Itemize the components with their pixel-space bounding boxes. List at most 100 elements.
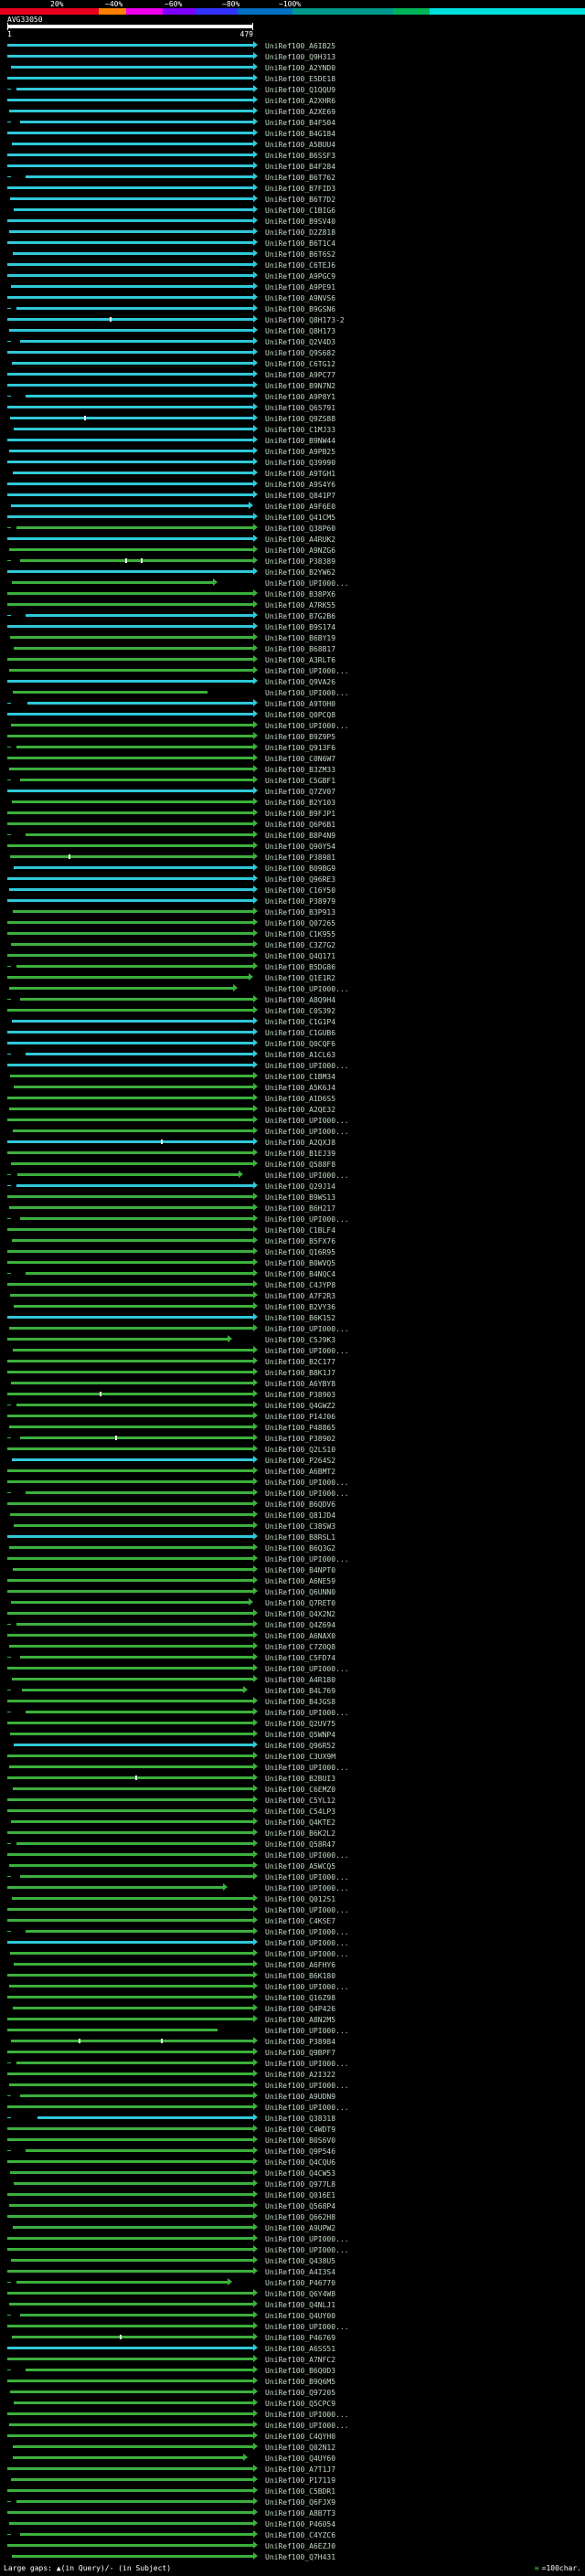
hit-bar[interactable] bbox=[7, 2467, 253, 2470]
hit-label[interactable]: UniRef100_C5BDR1 bbox=[265, 2487, 336, 2496]
hit-row[interactable]: UniRef100_B3ZM33 bbox=[0, 764, 585, 775]
hit-row[interactable]: UniRef100_C1MJ33 bbox=[0, 424, 585, 435]
hit-bar[interactable] bbox=[14, 866, 253, 869]
hit-label[interactable]: UniRef100_B6H217 bbox=[265, 1204, 336, 1213]
hit-row[interactable]: UniRef100_Q016E1 bbox=[0, 2189, 585, 2200]
hit-row[interactable]: UniRef100_A9NVS6 bbox=[0, 292, 585, 303]
hit-bar[interactable] bbox=[16, 88, 253, 90]
hit-row[interactable]: UniRef100_B6H217 bbox=[0, 1203, 585, 1214]
hit-row[interactable]: UniRef100_P38981 bbox=[0, 852, 585, 863]
hit-label[interactable]: UniRef100_Q2LS10 bbox=[265, 1446, 336, 1454]
hit-label[interactable]: UniRef100_UPI000... bbox=[265, 667, 349, 675]
hit-bar[interactable] bbox=[16, 965, 253, 968]
hit-bar[interactable] bbox=[7, 844, 253, 847]
hit-label[interactable]: UniRef100_Q16R95 bbox=[265, 1248, 336, 1256]
hit-bar[interactable] bbox=[10, 943, 253, 946]
hit-label[interactable]: UniRef100_UPI000... bbox=[265, 1851, 349, 1860]
hit-label[interactable]: UniRef100_A5WCQ5 bbox=[265, 1862, 336, 1871]
hit-row[interactable]: UniRef100_B4L769 bbox=[0, 1685, 585, 1696]
hit-label[interactable]: UniRef100_C4QYH0 bbox=[265, 2433, 336, 2441]
hit-row[interactable]: UniRef100_Q4CQU6 bbox=[0, 2157, 585, 2168]
hit-label[interactable]: UniRef100_Q913F6 bbox=[265, 744, 336, 752]
hit-bar[interactable] bbox=[7, 1316, 253, 1319]
hit-bar[interactable] bbox=[7, 493, 253, 496]
hit-row[interactable]: UniRef100_A5WCQ5 bbox=[0, 1860, 585, 1871]
hit-label[interactable]: UniRef100_A6SS51 bbox=[265, 2345, 336, 2353]
hit-row[interactable]: UniRef100_B9SV40 bbox=[0, 216, 585, 227]
hit-label[interactable]: UniRef100_Q4Z694 bbox=[265, 1621, 336, 1629]
hit-bar[interactable] bbox=[12, 1787, 253, 1790]
hit-label[interactable]: UniRef100_D2Z818 bbox=[265, 228, 336, 237]
hit-bar[interactable] bbox=[11, 1458, 253, 1461]
hit-bar[interactable] bbox=[14, 208, 253, 211]
hit-label[interactable]: UniRef100_A9PE91 bbox=[265, 283, 336, 292]
hit-label[interactable]: UniRef100_Q8H173 bbox=[265, 327, 336, 335]
hit-bar[interactable] bbox=[7, 1722, 253, 1724]
hit-label[interactable]: UniRef100_B6K180 bbox=[265, 1972, 336, 1980]
hit-label[interactable]: UniRef100_C16Y50 bbox=[265, 886, 336, 895]
hit-bar[interactable] bbox=[7, 1415, 253, 1417]
hit-bar[interactable] bbox=[16, 1404, 253, 1406]
hit-bar[interactable] bbox=[10, 2390, 253, 2393]
hit-label[interactable]: UniRef100_P38979 bbox=[265, 897, 336, 906]
hit-label[interactable]: UniRef100_A9UDN9 bbox=[265, 2093, 336, 2101]
hit-row[interactable]: UniRef100_P38389 bbox=[0, 556, 585, 567]
hit-bar[interactable] bbox=[7, 658, 253, 661]
hit-label[interactable]: UniRef100_UPI000... bbox=[265, 1873, 349, 1882]
hit-bar[interactable] bbox=[7, 757, 253, 759]
hit-row[interactable]: UniRef100_A2YND0 bbox=[0, 62, 585, 73]
hit-bar[interactable] bbox=[7, 132, 253, 134]
hit-row[interactable]: UniRef100_UPI000... bbox=[0, 1170, 585, 1181]
hit-bar[interactable] bbox=[10, 1294, 253, 1297]
hit-bar[interactable] bbox=[25, 1930, 253, 1933]
hit-bar[interactable] bbox=[7, 515, 253, 518]
hit-bar[interactable] bbox=[9, 768, 253, 770]
hit-label[interactable]: UniRef100_Q4UY00 bbox=[265, 2312, 336, 2320]
hit-label[interactable]: UniRef100_Q012S1 bbox=[265, 1895, 336, 1903]
hit-row[interactable]: UniRef100_UPI000... bbox=[0, 1488, 585, 1499]
hit-label[interactable]: UniRef100_C7Z0Q8 bbox=[265, 1643, 336, 1651]
hit-label[interactable]: UniRef100_A1D6S5 bbox=[265, 1095, 336, 1103]
hit-label[interactable]: UniRef100_UPI000... bbox=[265, 1555, 349, 1564]
hit-bar[interactable] bbox=[25, 1711, 253, 1713]
hit-row[interactable]: UniRef100_P38979 bbox=[0, 896, 585, 906]
hit-label[interactable]: UniRef100_UPI000... bbox=[265, 1764, 349, 1772]
hit-row[interactable]: UniRef100_B68B17 bbox=[0, 643, 585, 654]
hit-row[interactable]: UniRef100_Q568P4 bbox=[0, 2200, 585, 2211]
hit-bar[interactable] bbox=[16, 2500, 253, 2503]
hit-bar[interactable] bbox=[25, 2369, 253, 2371]
hit-bar[interactable] bbox=[7, 1447, 253, 1450]
hit-label[interactable]: UniRef100_C38SW3 bbox=[265, 1522, 336, 1531]
hit-row[interactable]: UniRef100_Q438U5 bbox=[0, 2255, 585, 2266]
hit-bar[interactable] bbox=[8, 1765, 253, 1768]
hit-label[interactable]: UniRef100_Q4CW53 bbox=[265, 2169, 336, 2178]
hit-row[interactable]: UniRef100_UPI000... bbox=[0, 1871, 585, 1882]
hit-label[interactable]: UniRef100_B09BG9 bbox=[265, 864, 336, 873]
hit-label[interactable]: UniRef100_B7FID3 bbox=[265, 185, 336, 193]
hit-row[interactable]: UniRef100_Q7ZV07 bbox=[0, 786, 585, 797]
hit-bar[interactable] bbox=[7, 241, 253, 244]
hit-row[interactable]: UniRef100_Q38318 bbox=[0, 2113, 585, 2124]
hit-row[interactable]: UniRef100_B9FJP1 bbox=[0, 808, 585, 819]
hit-label[interactable]: UniRef100_UPI000... bbox=[265, 1906, 349, 1914]
hit-bar[interactable] bbox=[7, 1974, 253, 1977]
hit-bar[interactable] bbox=[7, 899, 253, 902]
hit-row[interactable]: UniRef100_Q58R47 bbox=[0, 1839, 585, 1850]
hit-row[interactable]: UniRef100_Q9ZS88 bbox=[0, 413, 585, 424]
hit-row[interactable]: UniRef100_P46054 bbox=[0, 2518, 585, 2529]
hit-row[interactable]: UniRef100_C6TG12 bbox=[0, 358, 585, 369]
hit-bar[interactable] bbox=[11, 800, 253, 803]
hit-label[interactable]: UniRef100_P264S2 bbox=[265, 1457, 336, 1465]
hit-bar[interactable] bbox=[25, 833, 253, 836]
hit-row[interactable]: UniRef100_B7FID3 bbox=[0, 183, 585, 194]
hit-label[interactable]: UniRef100_UPI000... bbox=[265, 1983, 349, 1991]
hit-label[interactable]: UniRef100_Q90Y54 bbox=[265, 843, 336, 851]
hit-bar[interactable] bbox=[12, 1129, 253, 1132]
hit-bar[interactable] bbox=[9, 2303, 253, 2306]
hit-row[interactable]: UniRef100_A4I3S4 bbox=[0, 2266, 585, 2277]
hit-row[interactable]: UniRef100_UPI000... bbox=[0, 983, 585, 994]
hit-label[interactable]: UniRef100_A9UPW2 bbox=[265, 2224, 336, 2232]
hit-row[interactable]: UniRef100_UPI000... bbox=[0, 1882, 585, 1893]
hit-bar[interactable] bbox=[9, 1206, 253, 1209]
hit-row[interactable]: UniRef100_A1D6S5 bbox=[0, 1093, 585, 1104]
